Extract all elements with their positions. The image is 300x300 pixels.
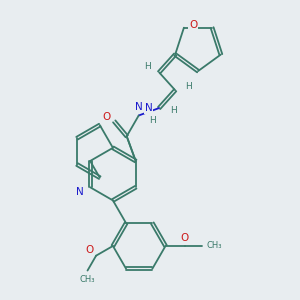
- Text: O: O: [189, 20, 197, 30]
- Text: H: H: [144, 62, 151, 71]
- Text: N: N: [145, 103, 153, 113]
- Text: O: O: [181, 233, 189, 243]
- Text: H: H: [171, 106, 177, 115]
- Text: H: H: [185, 82, 192, 91]
- Text: O: O: [102, 112, 110, 122]
- Text: CH₃: CH₃: [80, 275, 95, 284]
- Text: N: N: [76, 187, 84, 197]
- Text: H: H: [149, 116, 156, 124]
- Text: O: O: [85, 245, 93, 255]
- Text: CH₃: CH₃: [207, 242, 222, 250]
- Text: N: N: [135, 103, 142, 112]
